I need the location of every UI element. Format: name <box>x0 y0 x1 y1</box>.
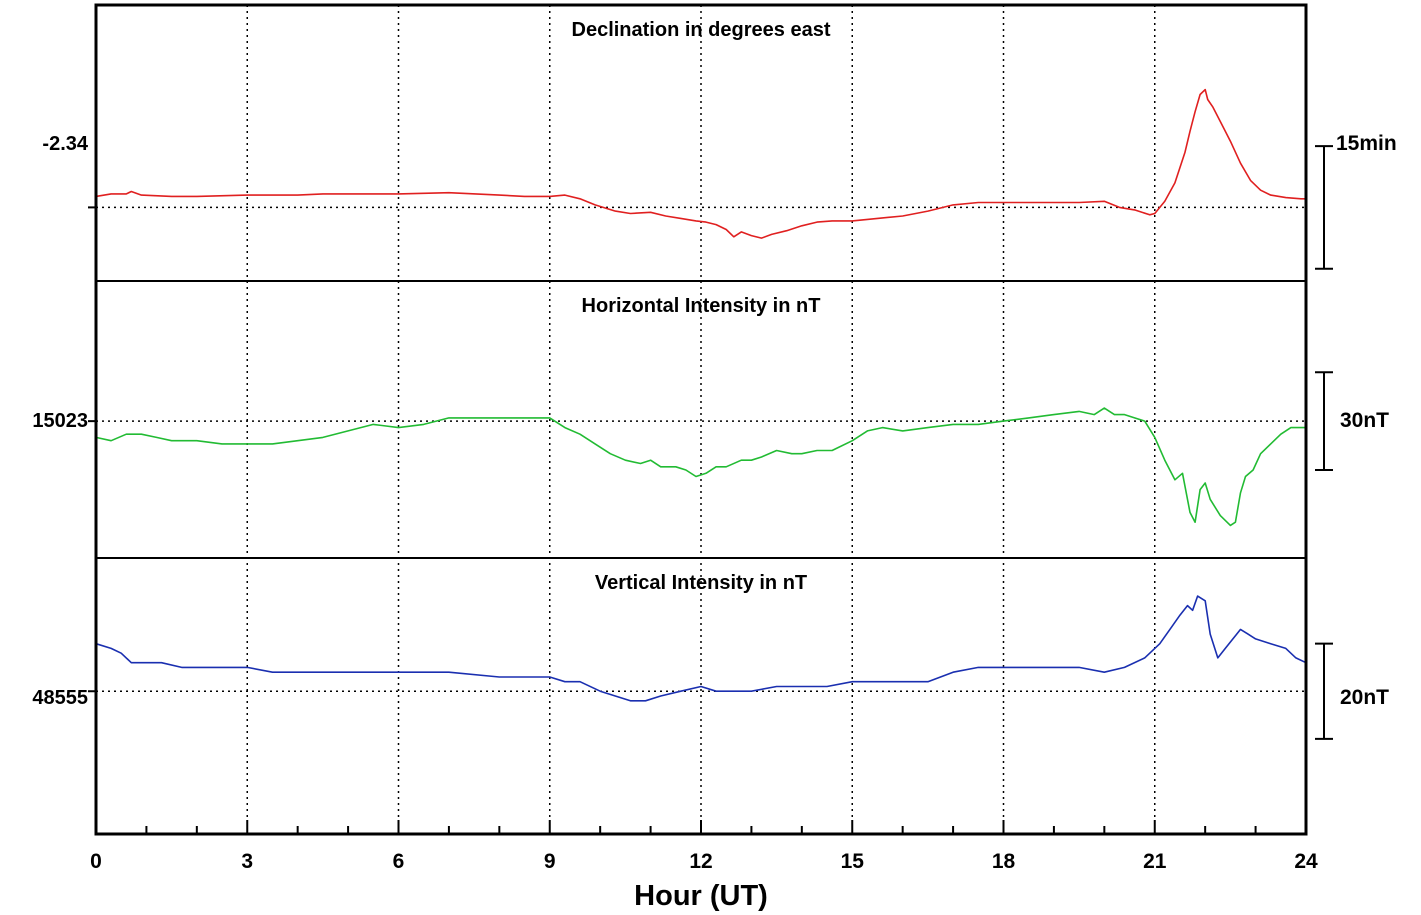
grid-lines <box>246 5 1156 834</box>
x-tick-label-18: 18 <box>992 850 1016 873</box>
x-tick-label-9: 9 <box>544 850 556 873</box>
scale-label-vertical: 20nT <box>1340 686 1389 709</box>
x-tick-label-12: 12 <box>689 850 712 873</box>
x-tick-label-6: 6 <box>393 850 405 873</box>
reference-label-horizontal: 15023 <box>32 410 88 432</box>
reference-label-declination: -2.34 <box>42 133 88 155</box>
x-axis-title: Hour (UT) <box>634 880 768 912</box>
series-line-horizontal <box>95 407 1306 527</box>
scale-bars <box>1315 145 1333 740</box>
series-line-vertical <box>95 595 1307 702</box>
reference-label-vertical: 48555 <box>32 687 88 709</box>
x-tick-label-0: 0 <box>90 850 102 873</box>
scale-label-declination: 15min <box>1336 132 1397 155</box>
reference-lines <box>88 206 1306 693</box>
x-tick-label-21: 21 <box>1143 850 1167 873</box>
scale-label-horizontal: 30nT <box>1340 409 1389 432</box>
x-tick-label-24: 24 <box>1294 850 1318 873</box>
panel-title-declination: Declination in degrees east <box>572 19 831 41</box>
x-tick-label-3: 3 <box>241 850 253 873</box>
series-layer <box>95 88 1307 702</box>
panel-dividers <box>96 280 1306 559</box>
panel-title-horizontal: Horizontal Intensity in nT <box>582 295 821 317</box>
series-line-declination <box>95 88 1306 239</box>
x-tick-label-15: 15 <box>841 850 865 873</box>
x-axis: 0 3 6 9 12 15 18 21 24 <box>90 820 1318 873</box>
panel-title-vertical: Vertical Intensity in nT <box>595 572 807 594</box>
